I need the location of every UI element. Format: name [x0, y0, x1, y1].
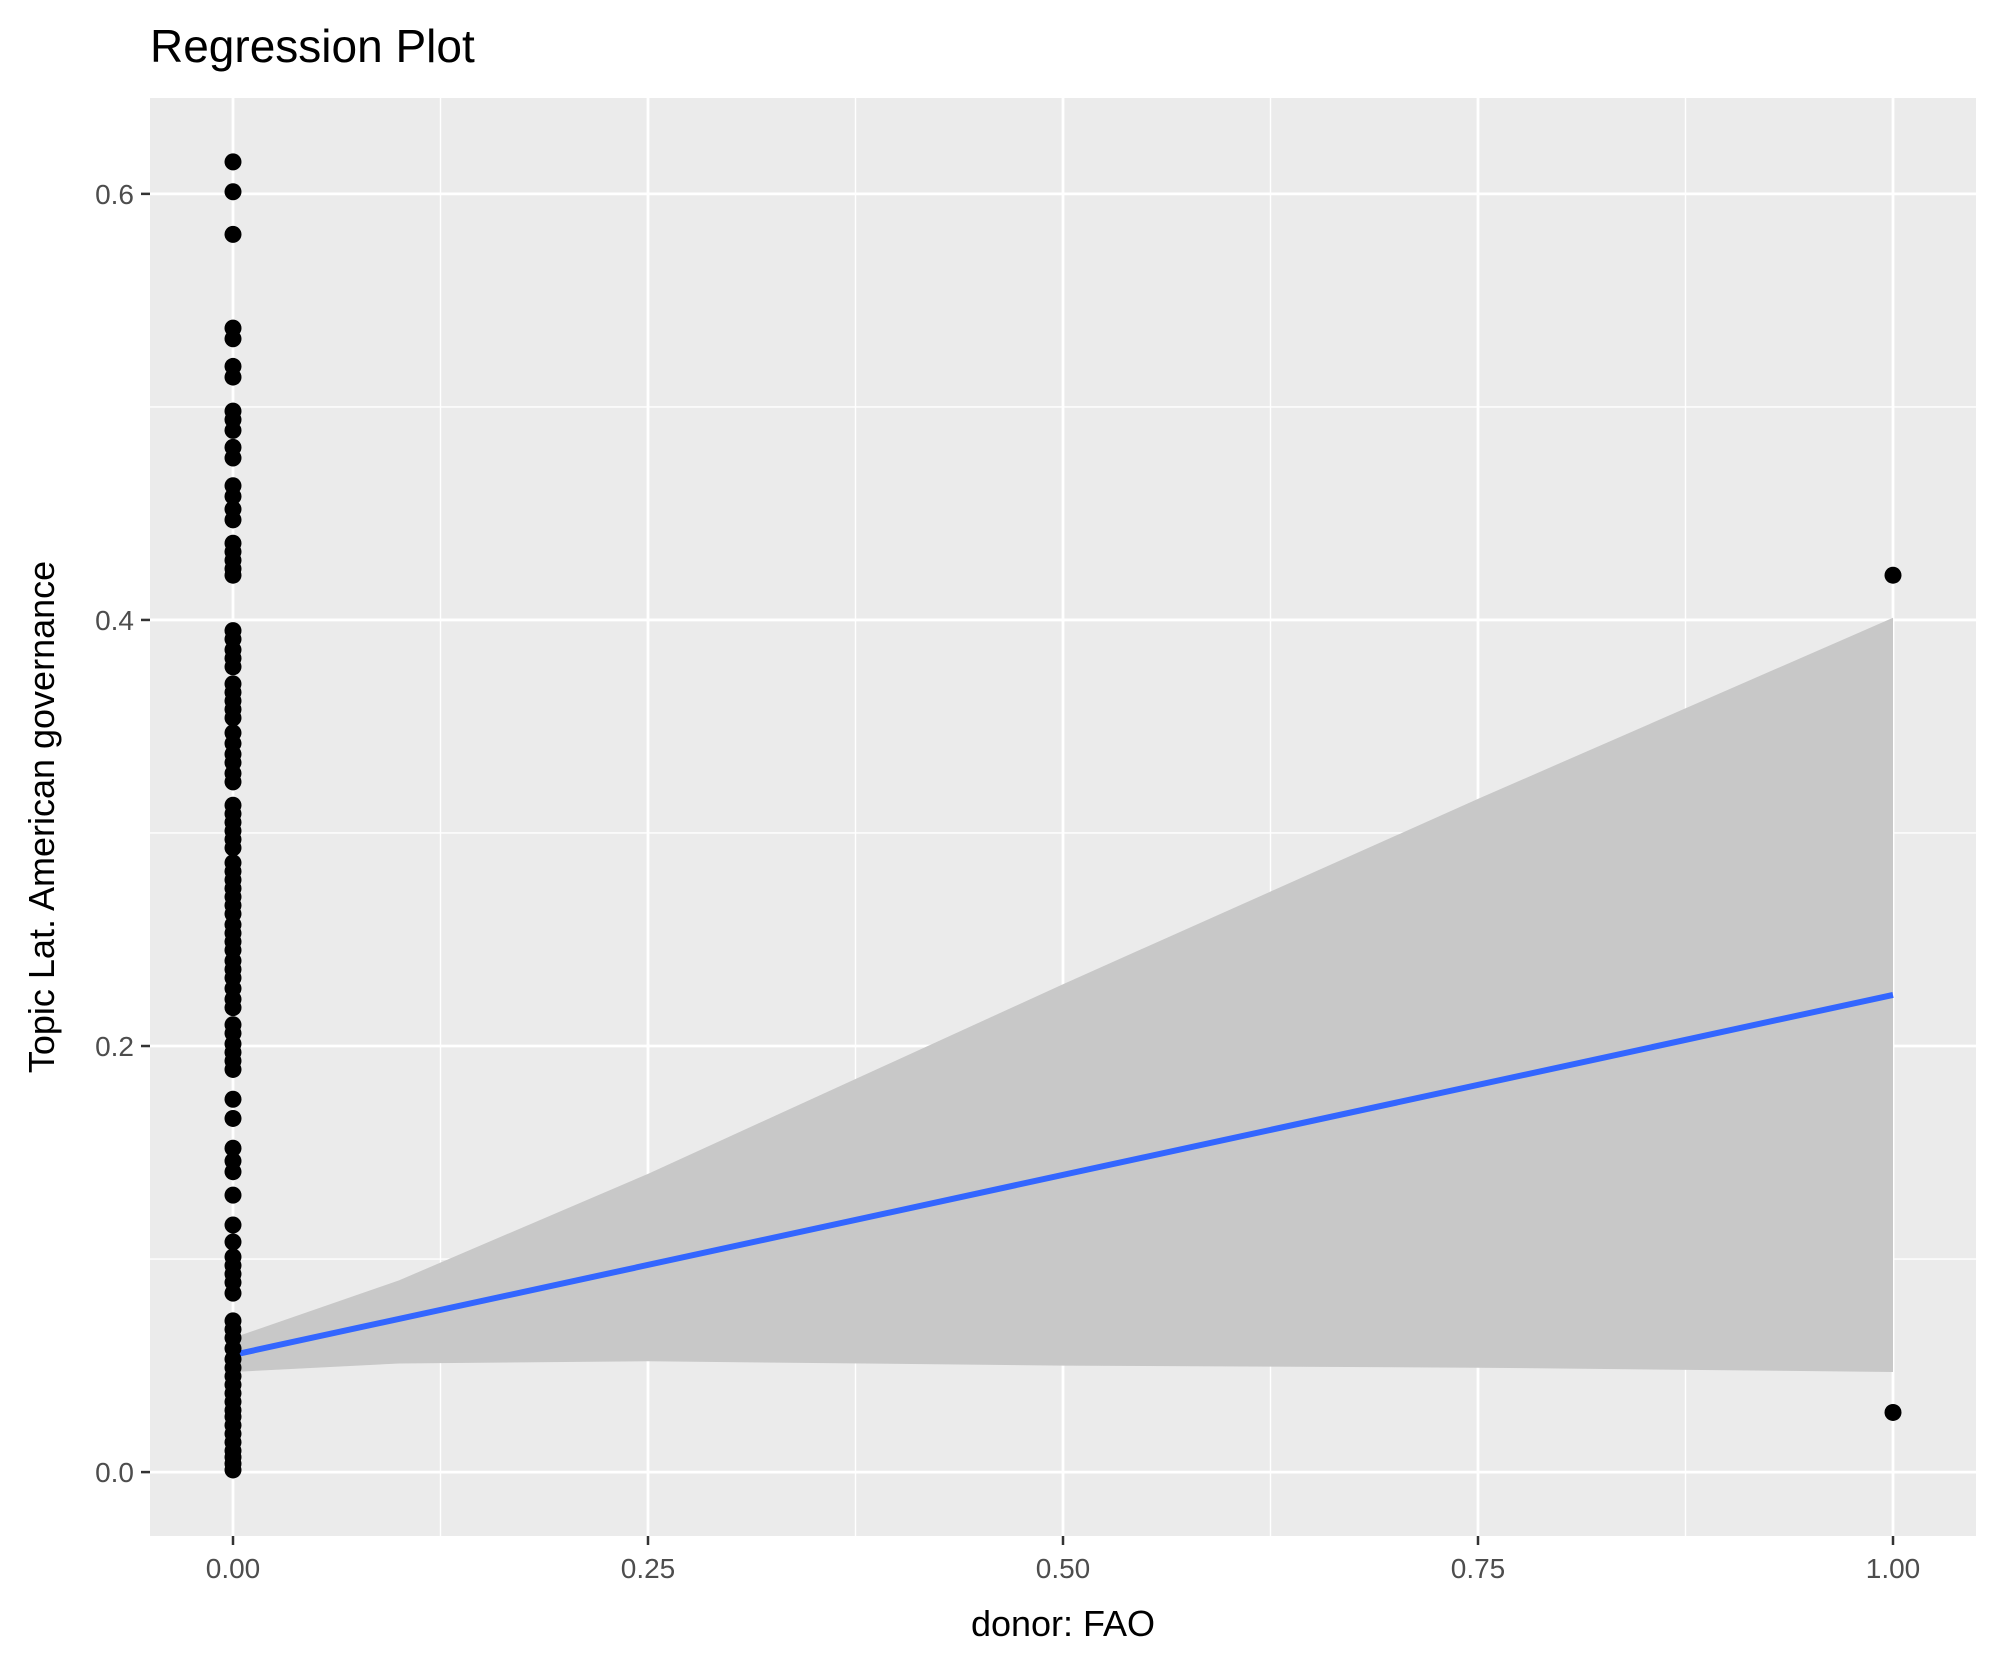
data-point [1884, 566, 1902, 584]
y-tick-label: 0.0 [95, 1457, 134, 1488]
data-point [224, 658, 242, 676]
y-tick-label: 0.2 [95, 1031, 134, 1062]
chart-title: Regression Plot [150, 20, 475, 72]
data-point [224, 839, 242, 857]
y-tick-label: 0.6 [95, 179, 134, 210]
x-tick-label: 1.00 [1866, 1553, 1921, 1584]
data-point [224, 773, 242, 791]
confidence-band [233, 617, 1893, 1372]
x-axis: 0.00 0.25 0.50 0.75 1.00 [206, 1536, 1921, 1584]
data-point [224, 511, 242, 529]
data-point [224, 368, 242, 386]
data-point [224, 421, 242, 439]
data-point [224, 1216, 242, 1234]
x-tick-label: 0.50 [1036, 1553, 1091, 1584]
data-points [224, 153, 1902, 1479]
data-point [224, 1186, 242, 1204]
data-point [224, 225, 242, 243]
x-tick-label: 0.75 [1451, 1553, 1506, 1584]
data-point [224, 1060, 242, 1078]
data-point [224, 1090, 242, 1108]
data-point [224, 1163, 242, 1181]
data-point [224, 183, 242, 201]
data-point [224, 487, 242, 505]
data-point [224, 1284, 242, 1302]
x-tick-label: 0.25 [621, 1553, 676, 1584]
data-point [224, 330, 242, 348]
data-point [224, 1139, 242, 1157]
data-point [224, 449, 242, 467]
data-point [224, 1461, 242, 1479]
data-point [224, 709, 242, 727]
data-point [224, 999, 242, 1017]
y-axis: 0.0 0.2 0.4 0.6 [95, 179, 150, 1488]
x-tick-label: 0.00 [206, 1553, 261, 1584]
regression-line [232, 991, 1894, 1358]
data-point [224, 1233, 242, 1251]
data-point [1884, 1403, 1902, 1421]
data-point [224, 153, 242, 171]
data-point [224, 566, 242, 584]
y-tick-label: 0.4 [95, 605, 134, 636]
y-axis-label: Topic Lat. American governance [21, 561, 62, 1073]
data-point [224, 1109, 242, 1127]
x-axis-label: donor: FAO [971, 1603, 1155, 1644]
